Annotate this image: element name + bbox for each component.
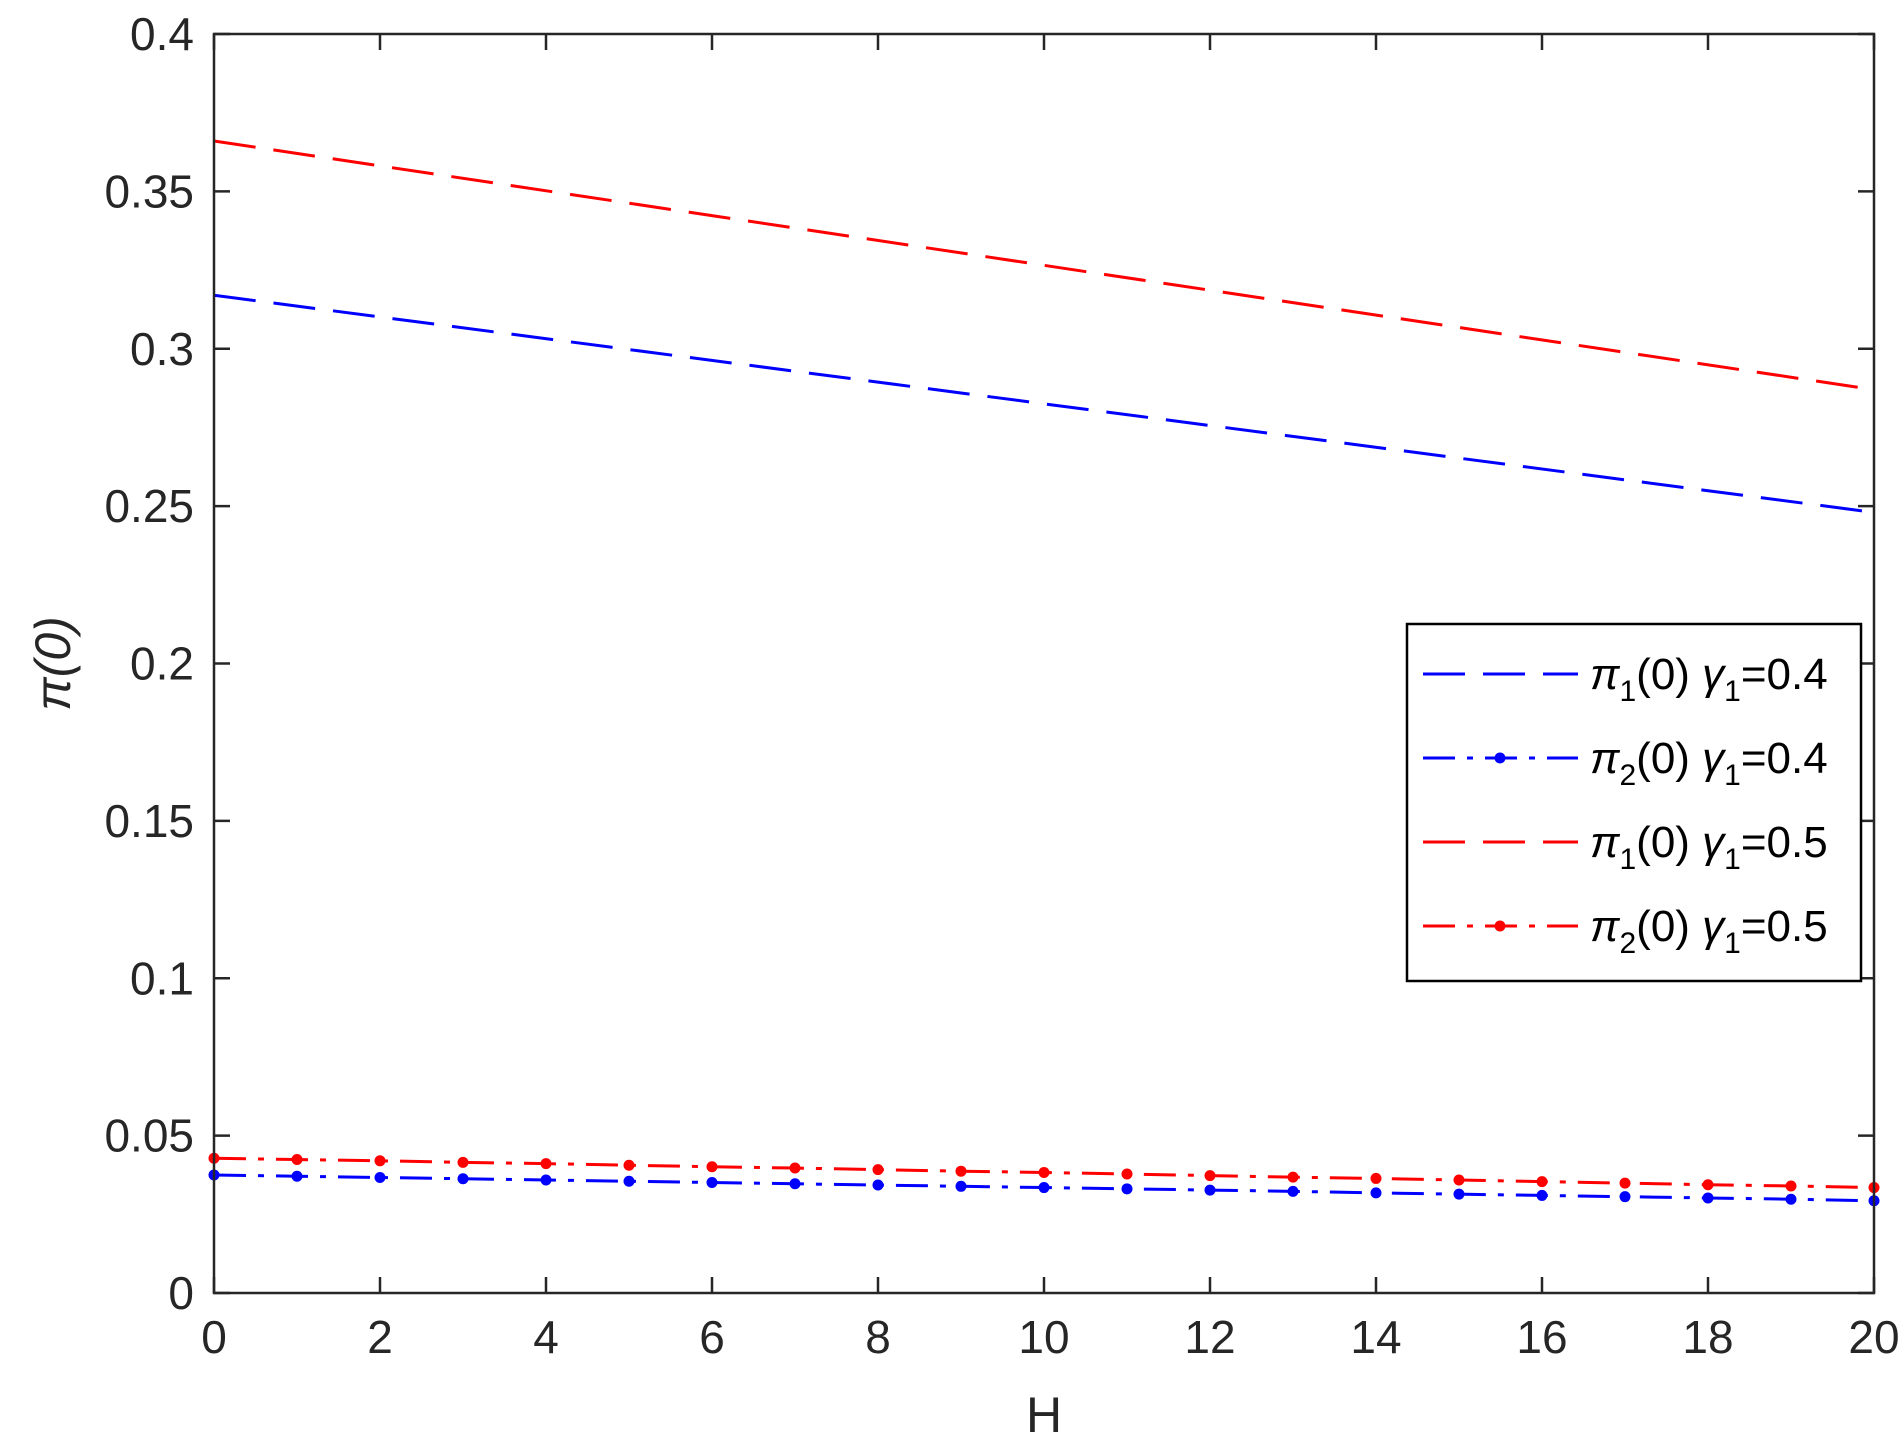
- data-point: [1453, 1174, 1465, 1186]
- data-point: [1038, 1166, 1050, 1178]
- x-tick-label: 6: [699, 1311, 725, 1363]
- y-axis-title: π(0): [25, 616, 81, 711]
- legend: π1(0) γ1=0.4 π2(0) γ1=0.4 π1(0) γ1=0.5 π2(0…: [1405, 622, 1863, 983]
- series-4: [208, 1152, 1880, 1194]
- legend-entry-4: π2(0) γ1=0.5: [1423, 902, 1828, 960]
- data-point: [1370, 1172, 1382, 1184]
- data-point: [457, 1156, 469, 1168]
- series-1: [213, 293, 1875, 514]
- data-point: [1453, 1188, 1465, 1200]
- data-point: [1702, 1179, 1714, 1191]
- data-point: [1370, 1187, 1382, 1199]
- data-point: [1536, 1176, 1548, 1188]
- data-point: [706, 1177, 718, 1189]
- x-tick-label: 18: [1682, 1311, 1733, 1363]
- data-point: [706, 1161, 718, 1173]
- data-point: [872, 1164, 884, 1176]
- data-point: [955, 1165, 967, 1177]
- data-point: [1619, 1177, 1631, 1189]
- data-point: [374, 1171, 386, 1183]
- data-point: [1287, 1185, 1299, 1197]
- series-3: [213, 139, 1875, 392]
- series-2: [208, 1169, 1880, 1207]
- x-tick-label: 16: [1516, 1311, 1567, 1363]
- data-point: [623, 1159, 635, 1171]
- data-point: [1204, 1184, 1216, 1196]
- data-point: [789, 1178, 801, 1190]
- legend-marker: [1494, 752, 1506, 764]
- x-axis-title: H: [1026, 1387, 1062, 1443]
- data-point: [1702, 1192, 1714, 1204]
- data-point: [1121, 1168, 1133, 1180]
- y-tick-label: 0.4: [130, 8, 194, 60]
- data-point: [291, 1154, 303, 1166]
- x-tick-label: 8: [865, 1311, 891, 1363]
- data-point: [789, 1162, 801, 1174]
- legend-entry-3: π1(0) γ1=0.5: [1423, 818, 1828, 876]
- y-tick-label: 0: [168, 1267, 194, 1319]
- y-tick-label: 0.2: [130, 638, 194, 690]
- y-tick-label: 0.1: [130, 952, 194, 1004]
- data-point: [1204, 1170, 1216, 1182]
- legend-box: [1405, 622, 1863, 983]
- data-point: [623, 1175, 635, 1187]
- data-point: [1536, 1189, 1548, 1201]
- series-line: [213, 139, 1875, 392]
- data-point: [540, 1174, 552, 1186]
- legend-label: π2(0) γ1=0.4: [1590, 734, 1828, 792]
- y-tick-label: 0.05: [104, 1110, 194, 1162]
- data-point: [291, 1170, 303, 1182]
- series-layer: [208, 139, 1880, 1207]
- y-tick-labels: 0 0.05 0.1 0.15 0.2 0.25 0.3 0.35 0.4: [104, 8, 194, 1319]
- x-tick-label: 14: [1350, 1311, 1401, 1363]
- x-tick-label: 20: [1848, 1311, 1899, 1363]
- legend-label: π1(0) γ1=0.5: [1590, 818, 1828, 876]
- data-point: [1038, 1182, 1050, 1194]
- legend-label: π1(0) γ1=0.4: [1590, 650, 1828, 708]
- data-point: [374, 1155, 386, 1167]
- x-tick-label: 12: [1184, 1311, 1235, 1363]
- x-tick-label: 0: [201, 1311, 227, 1363]
- y-tick-label: 0.35: [104, 165, 194, 217]
- legend-entry-1: π1(0) γ1=0.4: [1423, 650, 1828, 708]
- y-tick-label: 0.3: [130, 323, 194, 375]
- data-point: [1619, 1191, 1631, 1203]
- legend-marker: [1494, 920, 1506, 932]
- x-tick-label: 2: [367, 1311, 393, 1363]
- data-point: [457, 1173, 469, 1185]
- x-tick-label: 4: [533, 1311, 559, 1363]
- y-tick-label: 0.25: [104, 480, 194, 532]
- y-tick-label: 0.15: [104, 795, 194, 847]
- legend-entry-2: π2(0) γ1=0.4: [1423, 734, 1828, 792]
- data-point: [1785, 1180, 1797, 1192]
- data-point: [1121, 1183, 1133, 1195]
- legend-label: π2(0) γ1=0.5: [1590, 902, 1828, 960]
- data-point: [1287, 1171, 1299, 1183]
- data-point: [955, 1180, 967, 1192]
- data-point: [1785, 1193, 1797, 1205]
- series-line: [213, 293, 1875, 514]
- data-point: [872, 1179, 884, 1191]
- data-point: [540, 1158, 552, 1170]
- x-tick-labels: 0 2 4 6 8 10 12 14 16 18 20: [201, 1311, 1899, 1363]
- x-tick-label: 10: [1018, 1311, 1069, 1363]
